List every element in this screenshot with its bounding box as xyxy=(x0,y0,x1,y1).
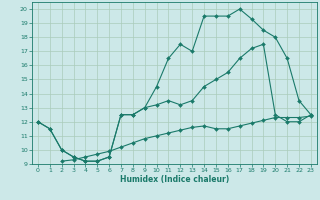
X-axis label: Humidex (Indice chaleur): Humidex (Indice chaleur) xyxy=(120,175,229,184)
